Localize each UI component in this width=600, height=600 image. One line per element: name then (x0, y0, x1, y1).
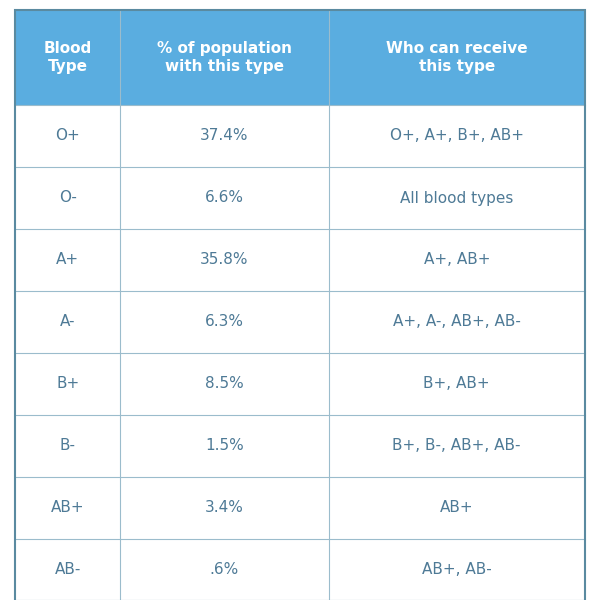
Bar (15, 10, 585, 105)
Text: A-: A- (60, 314, 76, 329)
Text: O-: O- (59, 191, 77, 205)
Bar (15, 477, 585, 539)
Text: AB+: AB+ (51, 500, 85, 515)
Text: Who can receive
this type: Who can receive this type (386, 41, 527, 74)
Text: AB+, AB-: AB+, AB- (422, 563, 491, 577)
Bar (15, 167, 585, 229)
Text: A+: A+ (56, 253, 79, 268)
Bar (15, 229, 585, 291)
Text: 6.3%: 6.3% (205, 314, 244, 329)
Text: 1.5%: 1.5% (205, 439, 244, 454)
Text: 3.4%: 3.4% (205, 500, 244, 515)
Text: B-: B- (60, 439, 76, 454)
Text: 6.6%: 6.6% (205, 191, 244, 205)
Bar (15, 291, 585, 353)
Text: All blood types: All blood types (400, 191, 514, 205)
Text: .6%: .6% (210, 563, 239, 577)
Text: AB+: AB+ (440, 500, 473, 515)
Bar (15, 539, 585, 600)
Text: A+, A-, AB+, AB-: A+, A-, AB+, AB- (393, 314, 521, 329)
Text: 8.5%: 8.5% (205, 377, 244, 391)
Text: 35.8%: 35.8% (200, 253, 249, 268)
Text: AB-: AB- (55, 563, 81, 577)
Text: B+, B-, AB+, AB-: B+, B-, AB+, AB- (392, 439, 521, 454)
Bar (15, 105, 585, 167)
Text: O+: O+ (55, 128, 80, 143)
Bar (15, 415, 585, 477)
Text: % of population
with this type: % of population with this type (157, 41, 292, 74)
Bar (15, 353, 585, 415)
Text: A+, AB+: A+, AB+ (424, 253, 490, 268)
Text: B+: B+ (56, 377, 79, 391)
Text: Blood
Type: Blood Type (44, 41, 92, 74)
Text: O+, A+, B+, AB+: O+, A+, B+, AB+ (390, 128, 524, 143)
Text: 37.4%: 37.4% (200, 128, 249, 143)
Text: B+, AB+: B+, AB+ (424, 377, 490, 391)
